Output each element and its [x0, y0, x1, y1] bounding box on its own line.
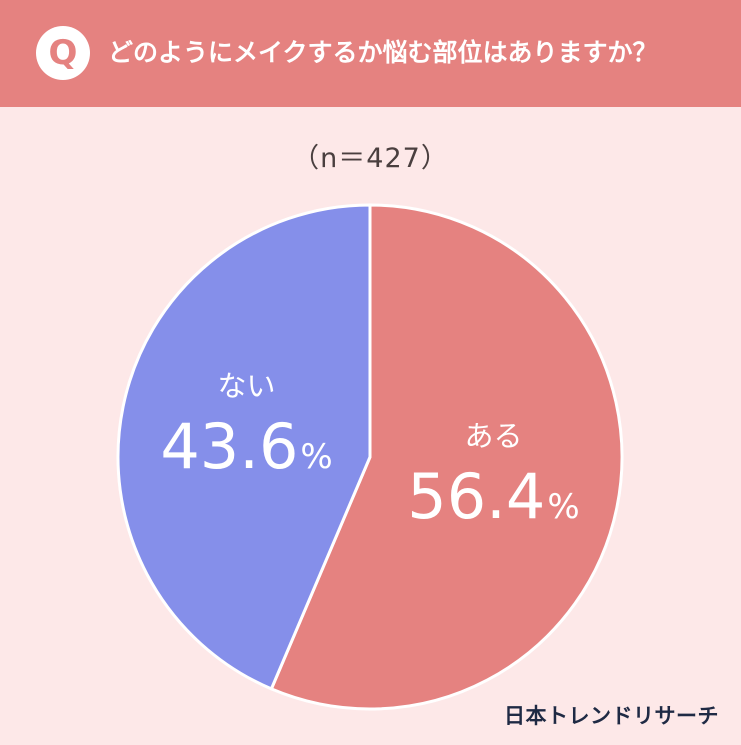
pie-slice-aru [269, 203, 624, 711]
question-text: どのようにメイクするか悩む部位はありますか？ [108, 38, 658, 67]
sample-size-label: （n＝427） [292, 143, 449, 174]
slice-value-nai: 43.6% [160, 410, 332, 483]
brand-logo: 日本トレンドリサーチ [504, 704, 719, 728]
pie-labels: ある 56.4% ない 43.6% [160, 369, 579, 533]
slice-label-aru: ある [464, 419, 522, 453]
slice-value-aru: 56.4% [407, 460, 579, 533]
q-badge-icon: Q [36, 26, 90, 80]
pie-slice-nai [116, 203, 372, 691]
slice-label-nai: ない [218, 369, 276, 403]
question-header: Q どのようにメイクするか悩む部位はありますか？ [0, 0, 741, 107]
pie-slices [116, 203, 624, 711]
